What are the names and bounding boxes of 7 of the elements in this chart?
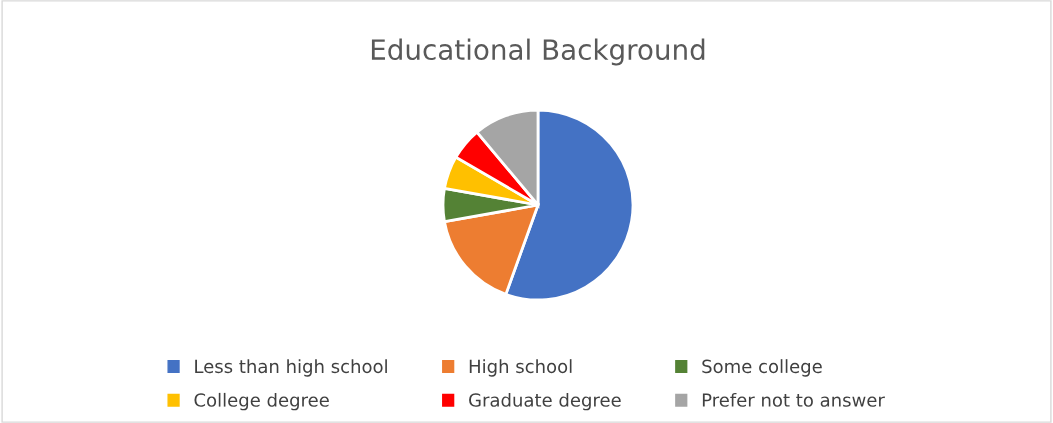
legend-label: Graduate degree <box>469 392 621 411</box>
legend-label: High school <box>469 359 572 377</box>
legend-label: College degree <box>194 392 329 411</box>
chart-title: Educational Background <box>371 38 705 66</box>
legend-label: Less than high school <box>195 359 387 377</box>
legend-label: Prefer not to answer <box>702 392 885 407</box>
legend-label: Some college <box>702 359 822 377</box>
